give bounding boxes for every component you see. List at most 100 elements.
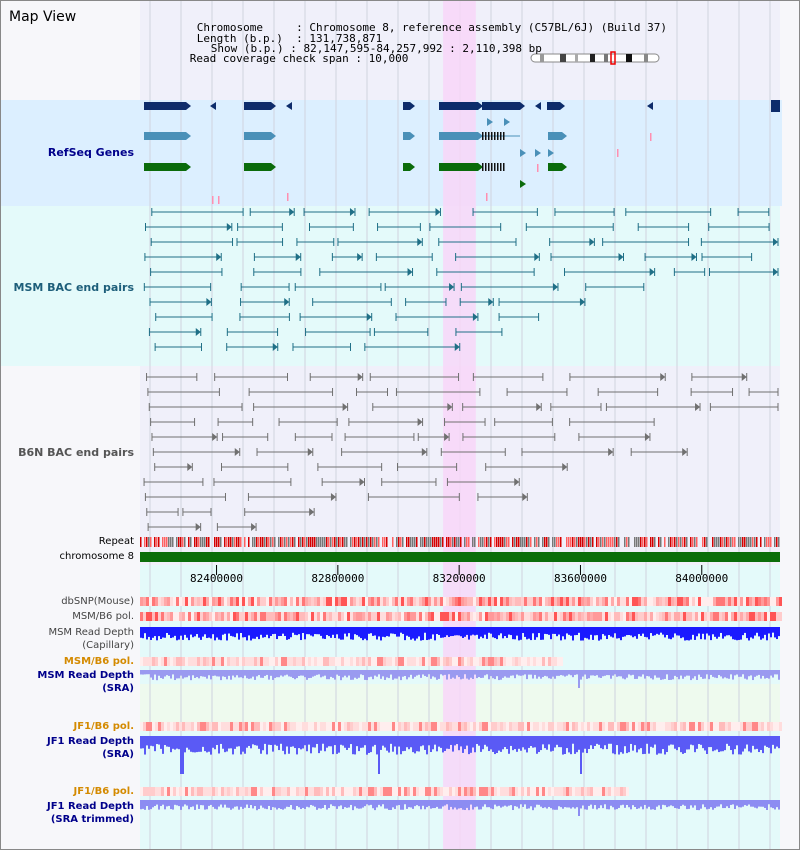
read-depth-bar <box>334 670 336 680</box>
density-cell <box>359 597 362 606</box>
read-depth-bar <box>290 627 292 638</box>
read-depth-bar <box>736 736 738 746</box>
repeat-element <box>638 537 640 547</box>
read-depth-bar <box>508 627 510 635</box>
read-depth-bar <box>494 736 496 755</box>
read-depth-bar <box>418 736 420 752</box>
read-depth-bar <box>220 670 222 681</box>
density-cell <box>365 597 368 606</box>
read-depth-bar <box>554 627 556 634</box>
density-cell <box>209 722 212 731</box>
density-cell <box>557 787 560 796</box>
read-depth-bar <box>606 800 608 810</box>
read-depth-bar <box>398 800 400 806</box>
density-cell <box>329 612 332 621</box>
density-cell <box>464 612 467 621</box>
read-depth-bar <box>522 736 524 748</box>
read-depth-bar <box>392 670 394 680</box>
read-depth-bar <box>768 627 770 634</box>
repeat-element <box>526 537 528 547</box>
read-depth-bar <box>186 736 188 748</box>
read-depth-bar <box>766 670 768 678</box>
gene-strand-arrow <box>186 102 191 110</box>
density-cell <box>368 722 371 731</box>
read-depth-bar <box>744 800 746 806</box>
density-cell <box>416 612 419 621</box>
read-depth-bar <box>716 736 718 750</box>
read-depth-bar <box>178 670 180 679</box>
read-depth-bar <box>260 800 262 806</box>
density-cell <box>152 597 155 606</box>
read-depth-bar <box>284 736 286 755</box>
density-cell <box>311 612 314 621</box>
read-depth-bar <box>262 736 264 751</box>
repeat-element <box>328 537 330 547</box>
read-depth-bar <box>540 627 542 640</box>
density-cell <box>296 787 299 796</box>
read-depth-bar <box>618 627 620 639</box>
density-cell <box>446 597 449 606</box>
density-cell <box>623 722 626 731</box>
density-cell <box>221 597 224 606</box>
density-cell <box>644 612 647 621</box>
density-cell <box>224 787 227 796</box>
density-cell <box>377 597 380 606</box>
density-cell <box>302 612 305 621</box>
repeat-element <box>158 537 160 547</box>
gene-exon <box>494 163 496 171</box>
repeat-element <box>544 537 546 547</box>
repeat-element <box>740 537 742 547</box>
gene-strand-arrow <box>271 163 276 171</box>
read-depth-bar <box>410 670 412 675</box>
read-depth-bar <box>610 627 612 637</box>
density-cell <box>431 722 434 731</box>
read-depth-bar <box>708 627 710 636</box>
read-depth-bar <box>668 800 670 807</box>
read-depth-bar <box>744 627 746 633</box>
density-cell <box>461 787 464 796</box>
read-depth-bar <box>494 670 496 680</box>
read-depth-bar <box>596 627 598 636</box>
read-depth-bar <box>366 800 368 805</box>
density-cell <box>218 787 221 796</box>
repeat-element <box>626 537 628 547</box>
density-cell <box>329 787 332 796</box>
repeat-element <box>570 537 572 547</box>
repeat-element <box>456 537 458 547</box>
read-depth-bar <box>196 800 198 805</box>
repeat-element <box>504 537 506 547</box>
read-depth-bar <box>636 670 638 679</box>
density-cell <box>299 657 302 666</box>
density-cell <box>671 612 674 621</box>
read-depth-bar <box>616 800 618 810</box>
density-cell <box>296 722 299 731</box>
density-cell <box>683 597 686 606</box>
density-cell <box>662 722 665 731</box>
read-depth-bar <box>764 736 766 746</box>
density-cell <box>428 657 431 666</box>
density-cell <box>593 597 596 606</box>
read-depth-bar <box>628 627 630 636</box>
density-cell <box>146 597 149 606</box>
read-depth-bar <box>146 736 148 746</box>
density-cell <box>275 597 278 606</box>
read-depth-bar <box>394 627 396 635</box>
read-depth-bar <box>466 736 468 746</box>
ideogram-band <box>644 54 648 62</box>
read-depth-bar <box>434 670 436 678</box>
density-cell <box>221 657 224 666</box>
density-cell <box>497 722 500 731</box>
read-depth-bar <box>572 627 574 641</box>
repeat-element <box>352 537 354 547</box>
repeat-element <box>528 537 530 547</box>
read-depth-bar <box>596 736 598 744</box>
density-cell <box>560 597 563 606</box>
read-depth-bar <box>746 736 748 745</box>
read-depth-bar <box>398 736 400 747</box>
density-cell <box>713 597 716 606</box>
read-depth-bar <box>290 736 292 747</box>
density-cell <box>530 597 533 606</box>
read-depth-bar <box>556 736 558 745</box>
density-cell <box>215 597 218 606</box>
